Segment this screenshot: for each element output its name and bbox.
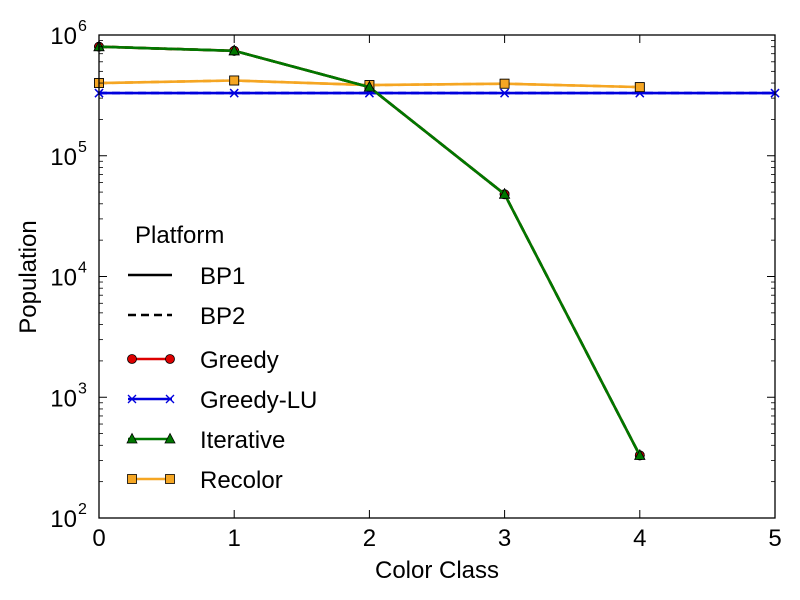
legend-marker-left-greedy — [127, 354, 137, 364]
x-tick-label-5: 5 — [768, 525, 781, 552]
data-point-iterative-bp2-1 — [228, 44, 240, 56]
series-line-iterative-bp1 — [98, 45, 641, 456]
y-tick-exponent-2: 4 — [78, 260, 87, 277]
data-point-recolor-bp2-1 — [229, 75, 240, 86]
y-tick-label-4: 10 — [50, 23, 77, 50]
y-axis-label: Population — [15, 220, 42, 333]
data-point-iterative-bp2-3 — [498, 187, 511, 199]
legend-label-bp1: BP1 — [200, 263, 245, 290]
legend-label-greedy-lu: Greedy-LU — [200, 387, 317, 414]
y-tick-exponent-3: 5 — [78, 139, 87, 156]
y-tick-label-1: 10 — [50, 385, 77, 412]
series-iterative-bp1 — [93, 40, 646, 460]
legend-title: Platform — [135, 222, 224, 249]
legend-marker-right-greedy — [165, 354, 175, 364]
data-point-greedy-lu-bp2-1 — [229, 88, 239, 98]
legend: Platform BP1 BP2 Greedy Greedy-LU Iterative Re… — [126, 222, 317, 494]
legend-marker-left-recolor — [127, 474, 137, 484]
x-axis-label: Color Class — [375, 557, 499, 584]
data-point-recolor-bp2-4 — [634, 82, 645, 93]
y-tick-exponent-0: 2 — [78, 501, 87, 518]
legend-label-greedy: Greedy — [200, 347, 279, 374]
data-point-iterative-bp2-4 — [634, 449, 646, 460]
y-tick-label-2: 10 — [50, 265, 77, 292]
data-point-greedy-lu-bp2-3 — [500, 88, 510, 98]
series-greedy-bp2 — [94, 41, 645, 461]
legend-label-recolor: Recolor — [200, 467, 283, 494]
y-tick-exponent-1: 3 — [78, 380, 87, 397]
data-point-recolor-bp2-3 — [499, 78, 510, 89]
y-tick-label-3: 10 — [50, 144, 77, 171]
legend-label-iterative: Iterative — [200, 427, 285, 454]
data-point-iterative-bp2-2 — [363, 80, 376, 92]
legend-marker-right-iterative — [164, 432, 176, 444]
legend-marker-left-greedy-lu — [127, 394, 137, 404]
series-iterative-bp2 — [93, 40, 646, 460]
legend-marker-right-recolor — [165, 474, 175, 484]
y-tick-label-0: 10 — [50, 506, 77, 533]
legend-marker-left-iterative — [126, 432, 138, 444]
series-greedy-bp1 — [94, 41, 645, 461]
series-line-greedy-bp2 — [98, 45, 641, 456]
x-tick-label-4: 4 — [633, 525, 646, 552]
series-greedy-lu-bp2 — [94, 88, 780, 98]
series-line-iterative-bp2 — [98, 45, 641, 456]
y-tick-exponent-4: 6 — [78, 18, 87, 35]
series-layer — [93, 40, 780, 461]
legend-label-bp2: BP2 — [200, 303, 245, 330]
x-tick-label-0: 0 — [92, 525, 105, 552]
x-tick-label-3: 3 — [498, 525, 511, 552]
x-tick-label-1: 1 — [228, 525, 241, 552]
legend-marker-right-greedy-lu — [165, 394, 175, 404]
x-tick-label-2: 2 — [363, 525, 376, 552]
series-line-greedy-bp1 — [98, 45, 641, 456]
